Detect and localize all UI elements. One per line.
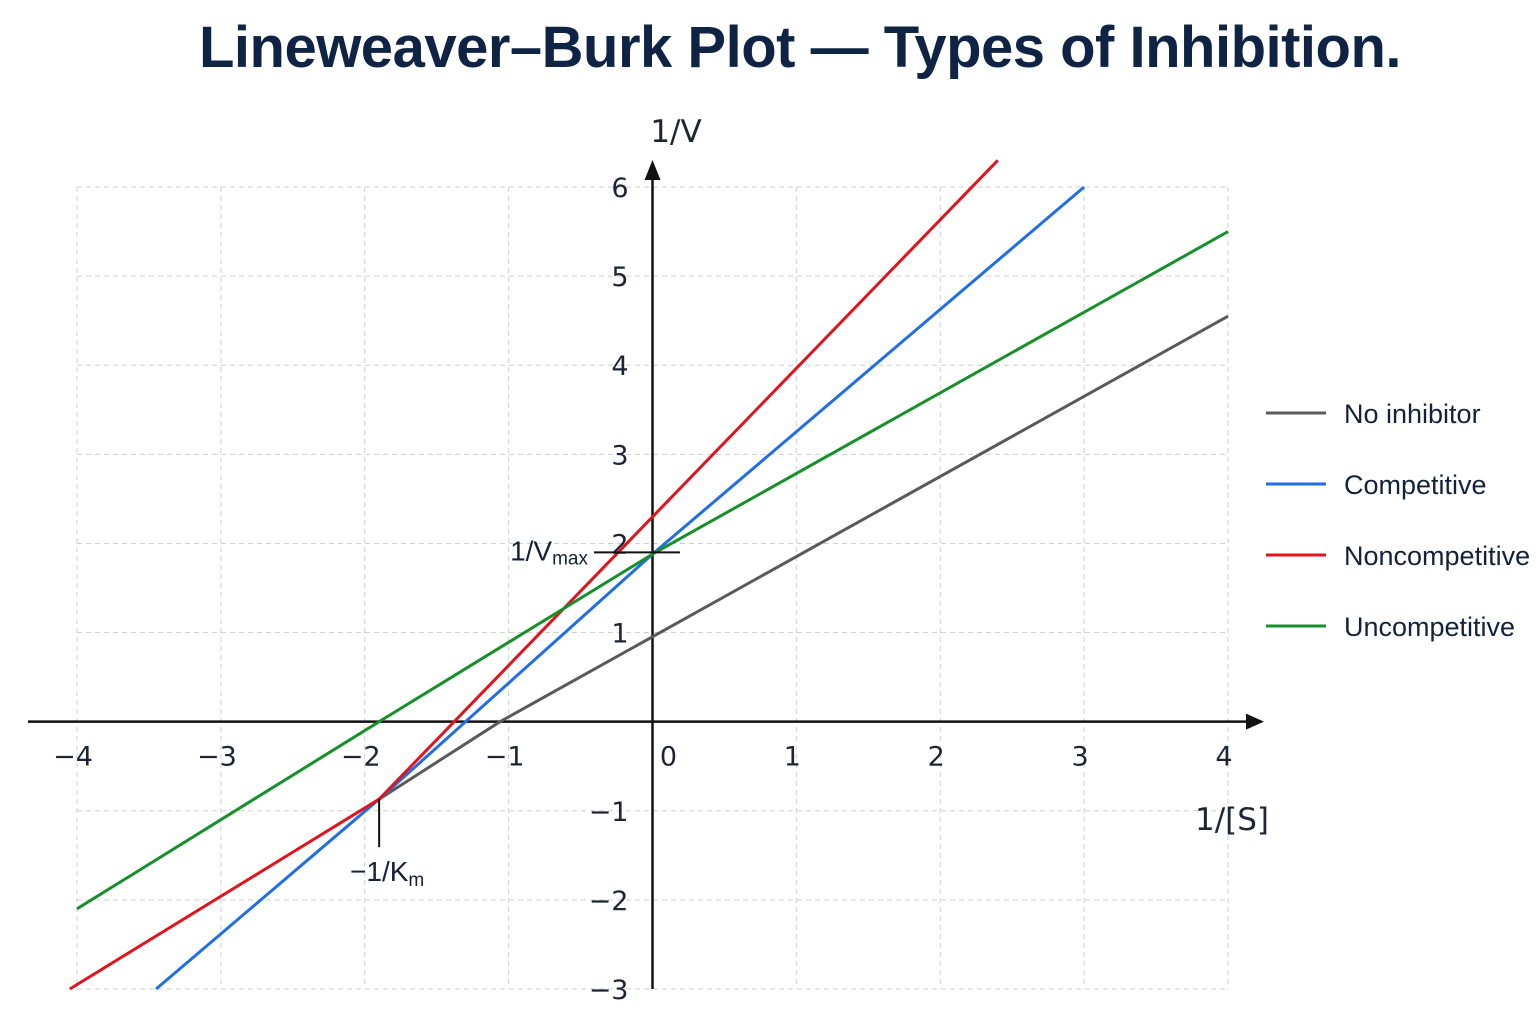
y-tick-label: −2 xyxy=(589,886,629,917)
legend-label: Uncompetitive xyxy=(1344,612,1515,642)
axes xyxy=(28,160,1264,989)
x-tick-label: 0 xyxy=(660,742,677,773)
vmax-annotation: 1/Vmax xyxy=(510,535,588,569)
tick-labels: −4 −3 −2 −1 0 1 2 3 4 −3 −2 −1 1 2 3 4 5 6 xyxy=(53,173,1233,1006)
x-tick-label: 3 xyxy=(1072,742,1089,773)
y-axis-arrow xyxy=(644,160,661,180)
series-line-uncompetitive xyxy=(76,230,1229,911)
legend-label: Noncompetitive xyxy=(1344,541,1530,571)
legend-label: Competitive xyxy=(1344,470,1487,500)
vmax-annotation-text: 1/V xyxy=(510,535,552,566)
y-tick-label: 2 xyxy=(611,529,628,560)
y-tick-label: 1 xyxy=(611,619,628,650)
y-tick-label: 5 xyxy=(611,262,628,293)
x-tick-label: −4 xyxy=(53,742,93,773)
km-annotation-text: −1/K xyxy=(350,856,409,887)
x-tick-label: −3 xyxy=(197,742,237,773)
x-tick-label: 4 xyxy=(1215,742,1232,773)
y-tick-label: 3 xyxy=(611,440,628,471)
vmax-annotation-subscript: max xyxy=(552,548,588,569)
legend-label: No inhibitor xyxy=(1344,399,1481,429)
x-axis-title: 1/[S] xyxy=(1195,802,1269,838)
y-tick-label: 6 xyxy=(611,173,628,204)
y-tick-label: 4 xyxy=(611,351,628,382)
x-tick-label: −2 xyxy=(341,742,381,773)
series-line-competitive xyxy=(155,185,1086,991)
x-tick-label: 1 xyxy=(784,742,801,773)
x-tick-label: −1 xyxy=(485,742,525,773)
legend: No inhibitor Competitive Noncompetitive Unc… xyxy=(1266,399,1530,642)
x-tick-label: 2 xyxy=(928,742,945,773)
km-annotation-subscript: m xyxy=(408,870,424,891)
annotations: 1/Vmax −1/Km xyxy=(350,535,680,891)
series-line-noncompetitive xyxy=(69,159,999,991)
series-line-no-inhibitor xyxy=(378,314,1229,801)
series-lines xyxy=(69,159,1229,991)
chart-title: Lineweaver–Burk Plot — Types of Inhibiti… xyxy=(198,15,1402,80)
y-tick-label: −3 xyxy=(589,975,629,1006)
x-axis-arrow xyxy=(1246,713,1264,730)
y-tick-label: −1 xyxy=(589,797,629,828)
y-axis-title: 1/V xyxy=(650,114,701,150)
km-annotation: −1/Km xyxy=(350,856,424,891)
